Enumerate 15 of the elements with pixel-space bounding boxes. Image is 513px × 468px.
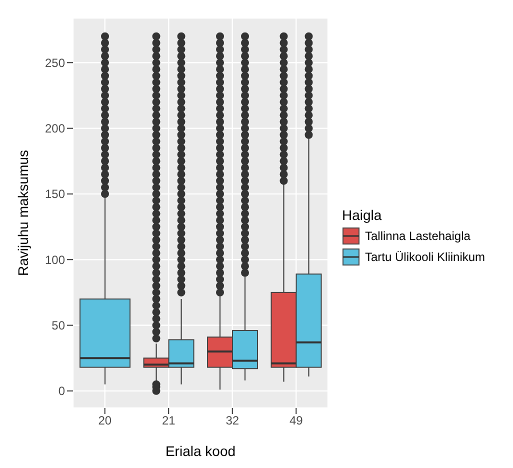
y-tick-label: 100 — [44, 252, 66, 267]
y-tick-label: 250 — [44, 56, 66, 70]
x-tick-label: 21 — [162, 414, 176, 428]
legend-label: Tartu Ülikooli Kliinikum — [364, 249, 486, 266]
y-tick-label: 0 — [58, 384, 66, 398]
x-tick-label: 20 — [98, 414, 112, 428]
x-axis-title: Eriala kood — [165, 443, 236, 459]
y-axis-title: Ravijuhu maksumus — [14, 150, 31, 276]
y-tick-label: 200 — [44, 122, 66, 136]
x-tick-label: 49 — [289, 414, 304, 428]
legend-title: Haigla — [342, 207, 383, 223]
legend-label: Tallinna Lastehaigla — [364, 228, 472, 245]
y-tick-label: 50 — [52, 318, 66, 333]
x-tick-label: 32 — [226, 414, 240, 428]
y-tick-label: 150 — [44, 187, 66, 202]
